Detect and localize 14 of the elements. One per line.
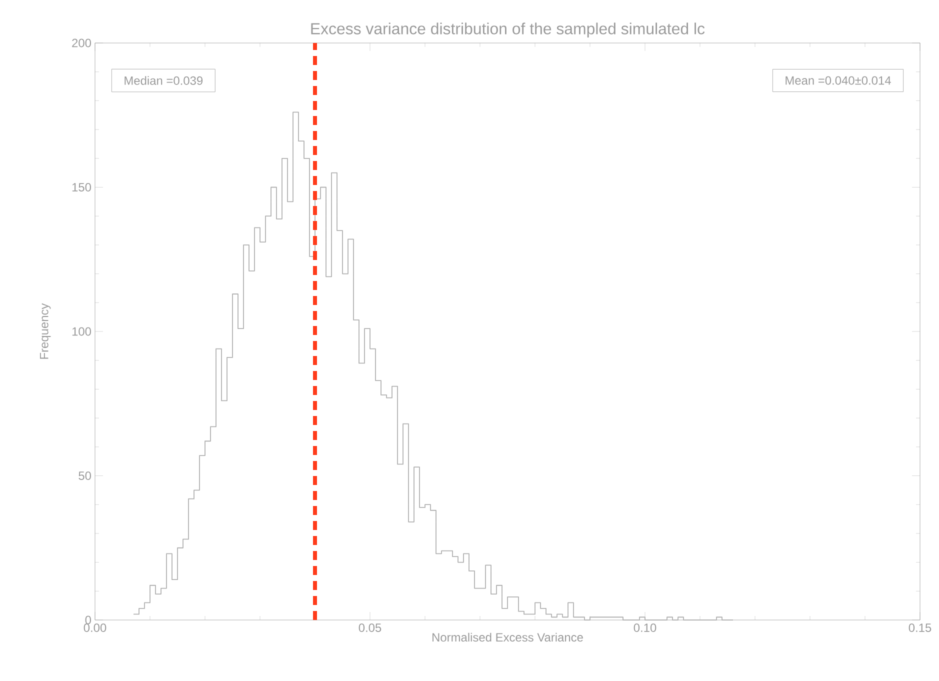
x-tick-label: 0.15 xyxy=(908,624,932,632)
x-tick-label: 0.10 xyxy=(634,624,656,632)
y-axis-title: Frequency xyxy=(40,303,51,359)
annotation: Mean =0.040±0.014 xyxy=(786,76,891,85)
chart-title: Excess variance distribution of the sampled simulated lc xyxy=(311,22,705,38)
y-tick-label: 150 xyxy=(72,183,92,192)
x-tick-label: 0.05 xyxy=(358,624,382,632)
annotation: Median =0.039 xyxy=(124,76,203,85)
x-axis-title: Normalised Excess Variance xyxy=(432,632,583,642)
y-tick-label: 0 xyxy=(85,616,92,624)
y-tick-label: 50 xyxy=(78,472,92,480)
y-tick-label: 100 xyxy=(72,327,92,336)
x-tick-label: 0.00 xyxy=(84,624,106,632)
y-tick-label: 200 xyxy=(72,38,92,48)
